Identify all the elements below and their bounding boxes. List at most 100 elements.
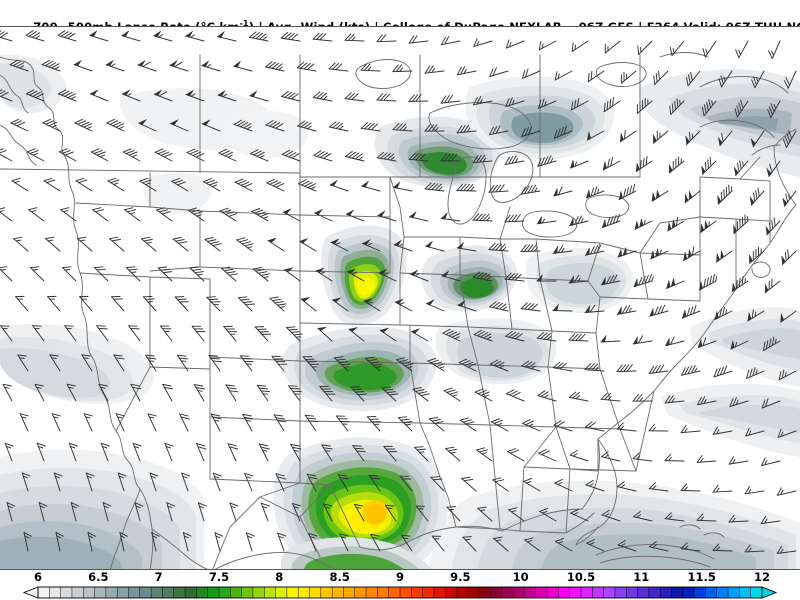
map-boundary-line [389,176,405,274]
wind-barb [553,420,573,432]
wind-barb [570,508,589,522]
wind-barb [299,238,317,252]
colorbar-tick-label: 11 [633,570,650,584]
wind-barb [648,482,669,492]
wind-barb [0,325,13,342]
wind-barb [383,445,398,462]
colorbar-swatch [433,587,446,598]
wind-barb [700,220,717,233]
map-boundary-line [751,144,781,156]
wind-barb [234,178,253,192]
map-boundary-line [499,238,541,280]
wind-barb [536,216,557,225]
map-boundary-line [635,390,655,472]
lapse-rate-contour-region [545,263,620,305]
wind-barb [728,514,749,523]
wind-barb [0,148,13,162]
wind-barb [585,186,605,199]
map-boundary-line [647,254,701,302]
map-boundary-line [359,525,503,551]
wind-barb [36,442,46,462]
wind-barb [749,246,765,264]
wind-barb [777,428,797,438]
wind-barb [424,65,445,74]
colorbar-tick-label: 6.5 [88,570,109,584]
wind-barb [765,217,781,236]
wind-barb [348,327,365,342]
wind-barb [223,325,238,342]
wind-barb [761,457,781,467]
map-boundary-line [63,154,117,432]
colorbar-swatch [139,587,152,598]
wind-barb [701,99,717,117]
map-boundary-line [703,532,725,538]
wind-barb [408,94,429,102]
colorbar-swatch [513,587,525,598]
wind-barb [172,236,189,252]
wind-barb [750,130,765,148]
colorbar-swatch [501,587,514,598]
map-boundary-line [599,242,641,254]
wind-barb [15,295,29,312]
wind-barb [134,502,144,522]
wind-barb [219,207,238,222]
wind-barb [472,213,493,222]
wind-barb [399,475,413,492]
colorbar-swatch [456,587,469,598]
colorbar-swatch [479,587,491,598]
colorbar-swatch [219,587,231,598]
wind-barb [555,538,573,552]
wind-barb [456,183,477,192]
map-boundary-line [581,438,600,510]
wind-barb [81,354,93,372]
colorbar-swatch [207,587,220,598]
wind-barb [713,365,733,378]
wind-barb [680,483,701,492]
colorbar-swatch [535,587,548,598]
colorbar-swatch [128,587,141,598]
map-panel[interactable] [0,26,800,570]
map-boundary-line [0,74,29,114]
wind-barb [569,450,589,462]
wind-barb [505,97,525,108]
wind-barb [329,180,349,192]
wind-barb [113,354,125,372]
wind-barb [265,120,285,132]
wind-barb [203,178,221,192]
wind-barb [733,160,749,177]
lapse-rate-contour-region [304,553,404,569]
wind-barb [585,479,605,492]
wind-barb [196,443,207,462]
wind-barb [85,472,95,492]
wind-barb [286,326,303,342]
colorbar-extend-max-arrow [761,586,778,599]
wind-barb [392,123,413,132]
wind-barb [332,297,349,312]
wind-barb [696,513,717,522]
wind-barb [651,190,669,202]
header-units-exponent: -1 [239,19,249,28]
wind-barb [520,302,541,312]
colorbar-swatch [83,587,95,598]
wind-barb [275,473,287,492]
colorbar-swatch [117,587,129,598]
colorbar-swatch [332,587,344,598]
wind-barb [397,416,413,432]
map-boundary-line [699,76,789,94]
wind-barb [38,502,48,522]
wind-barb-layer [0,30,797,554]
wind-barb [620,70,637,84]
wind-barb [505,39,525,49]
wind-barb [217,90,237,102]
wind-barb [461,476,477,492]
wind-barb [296,61,317,72]
map-canvas[interactable] [0,27,800,570]
colorbar-swatch [671,587,684,598]
wind-barb [744,486,765,495]
colorbar-swatch [173,587,186,598]
wind-barb [159,325,173,342]
wind-barb [256,384,271,402]
wind-barb [121,89,141,102]
wind-barb [408,35,429,44]
